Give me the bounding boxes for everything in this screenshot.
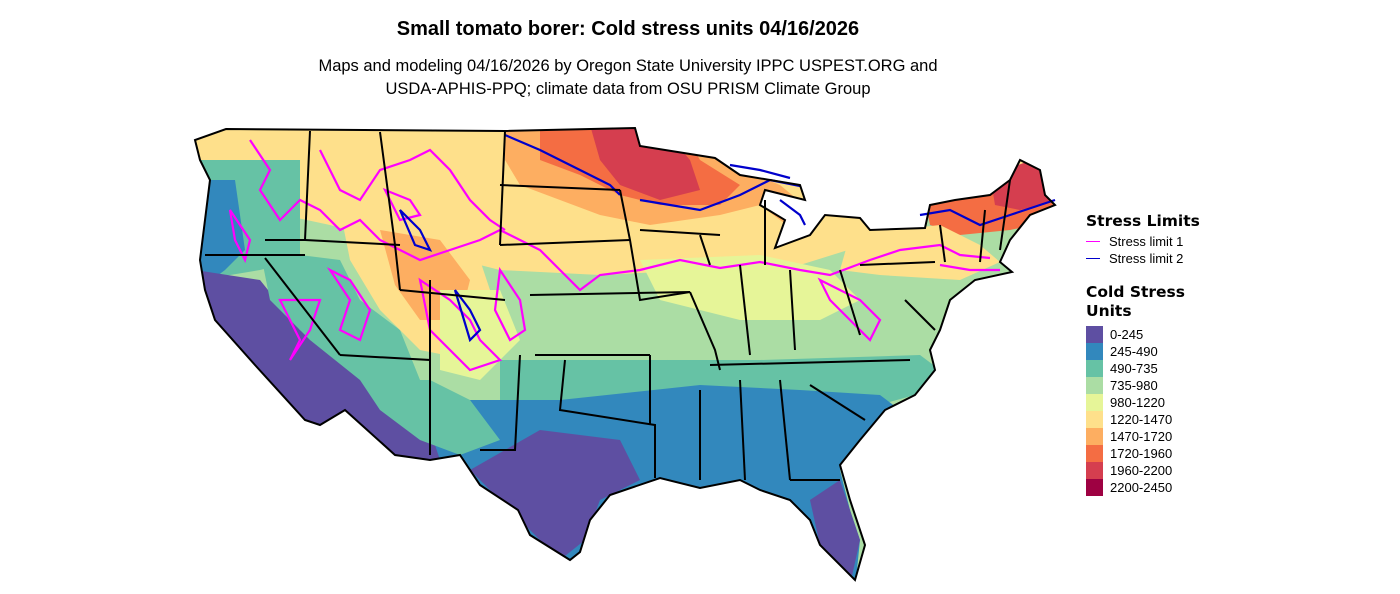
color-swatch	[1086, 377, 1103, 394]
legend-item-csu: 490-735	[1086, 360, 1185, 377]
csu-legend-title-line-2: Units	[1086, 302, 1132, 320]
legend-label: 1960-2200	[1110, 463, 1173, 478]
color-swatch	[1086, 360, 1103, 377]
legend-label: 1470-1720	[1110, 429, 1173, 444]
stress-limits-legend: Stress Limits Stress limit 1 Stress limi…	[1086, 212, 1200, 267]
legend-item-stress-limit-1: Stress limit 1	[1086, 233, 1200, 250]
csu-legend-title: Cold Stress Units	[1086, 283, 1185, 321]
color-swatch	[1086, 326, 1103, 343]
legend-label: 0-245	[1110, 327, 1144, 342]
state-boundaries	[194, 127, 1056, 581]
color-swatch	[1086, 428, 1103, 445]
legend-item-csu: 735-980	[1086, 377, 1185, 394]
color-swatch	[1086, 479, 1103, 496]
legend-label: 735-980	[1110, 378, 1158, 393]
subtitle-line-1: Maps and modeling 04/16/2026 by Oregon S…	[318, 57, 938, 75]
legend-item-csu: 2200-2450	[1086, 479, 1185, 496]
legend-item-csu: 245-490	[1086, 343, 1185, 360]
legend-item-csu: 1720-1960	[1086, 445, 1185, 462]
legend-item-csu: 1960-2200	[1086, 462, 1185, 479]
color-swatch	[1086, 343, 1103, 360]
color-swatch	[1086, 394, 1103, 411]
stress-limit-1-contours	[228, 139, 1000, 372]
legend-label: 1220-1470	[1110, 412, 1173, 427]
legend-item-csu: 1220-1470	[1086, 411, 1185, 428]
color-swatch	[1086, 445, 1103, 462]
legend-item-csu: 980-1220	[1086, 394, 1185, 411]
blue-line-icon	[1086, 258, 1100, 259]
legend-item-csu: 0-245	[1086, 326, 1185, 343]
subtitle-line-2: USDA-APHIS-PPQ; climate data from OSU PR…	[385, 80, 871, 98]
magenta-line-icon	[1086, 241, 1100, 242]
legend-label: 490-735	[1110, 361, 1158, 376]
color-swatch	[1086, 411, 1103, 428]
map-title: Small tomato borer: Cold stress units 04…	[396, 18, 860, 40]
csu-legend-title-line-1: Cold Stress	[1086, 283, 1186, 301]
legend-label: Stress limit 1	[1109, 234, 1184, 249]
stress-limit-2-contours	[398, 133, 1056, 343]
legend-label: 980-1220	[1110, 395, 1165, 410]
color-swatch	[1086, 462, 1103, 479]
legend-label: 1720-1960	[1110, 446, 1173, 461]
stress-limits-legend-title: Stress Limits	[1086, 212, 1200, 230]
map-subtitle: Maps and modeling 04/16/2026 by Oregon S…	[0, 55, 1256, 101]
legend-label: 245-490	[1110, 344, 1158, 359]
legend-item-csu: 1470-1720	[1086, 428, 1185, 445]
legend-item-stress-limit-2: Stress limit 2	[1086, 250, 1200, 267]
legend-label: 2200-2450	[1110, 480, 1173, 495]
cold-stress-units-legend: Cold Stress Units 0-245 245-490 490-735 735…	[1086, 283, 1185, 496]
csu-legend-items: 0-245 245-490 490-735 735-980 980-1220 1220-1…	[1086, 326, 1185, 496]
legend-label: Stress limit 2	[1109, 251, 1184, 266]
